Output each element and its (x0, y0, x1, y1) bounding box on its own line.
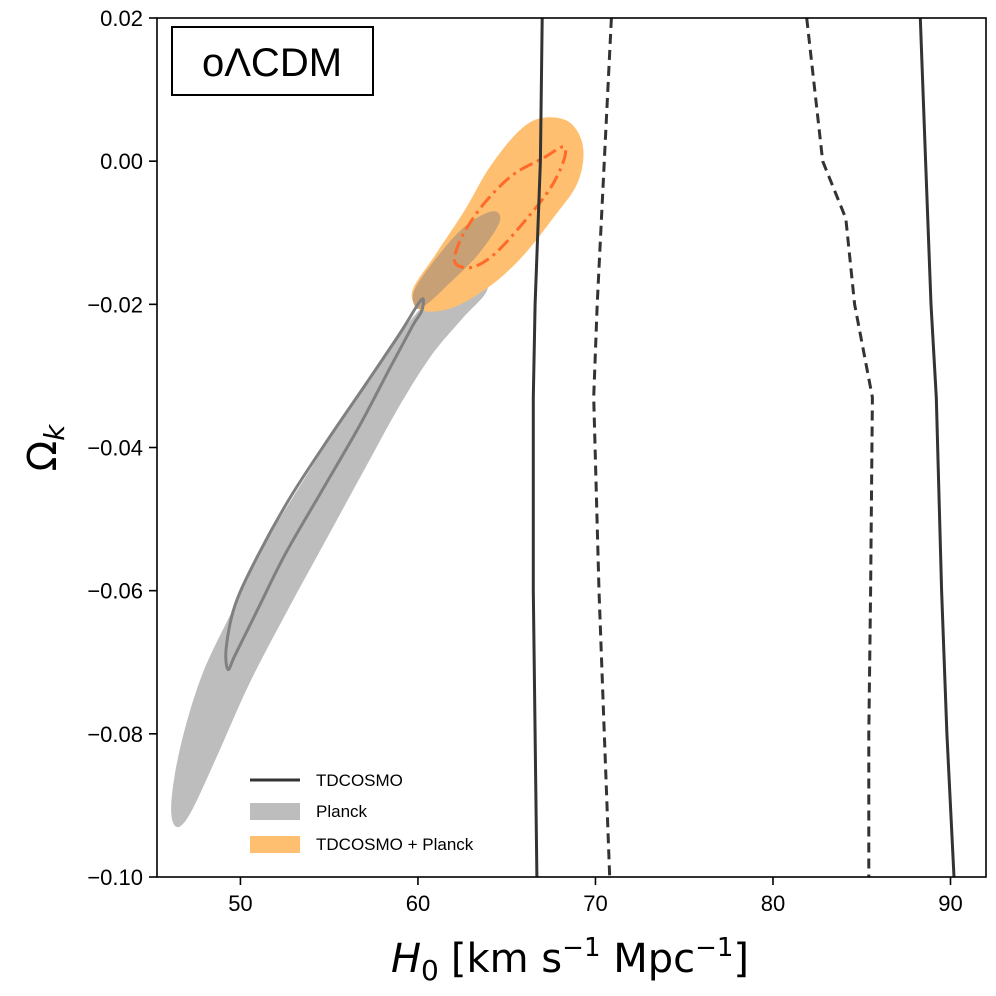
y-tick-label: −0.02 (87, 292, 143, 317)
model-label: oΛCDM (202, 41, 342, 85)
y-axis-label-symbol: Ω (20, 441, 66, 472)
y-tick-label: −0.10 (87, 865, 143, 890)
x-tick-label: 90 (938, 891, 962, 916)
legend: TDCOSMO Planck TDCOSMO + Planck (250, 771, 474, 854)
series-tdcosmo-68-left (531, 18, 544, 877)
x-axis-label-units-mid: Mpc (600, 936, 695, 982)
x-tick-label: 70 (583, 891, 607, 916)
legend-swatch-planck (250, 803, 300, 820)
y-tick-label: −0.04 (87, 436, 143, 461)
x-tick-label: 50 (228, 891, 252, 916)
model-label-box: oΛCDM (171, 26, 374, 96)
x-axis-label-exp1: −1 (562, 933, 600, 963)
y-tick-label: −0.08 (87, 722, 143, 747)
x-axis-label-units-end: ] (733, 936, 749, 982)
y-tick-label: −0.06 (87, 579, 143, 604)
y-tick-label: 0.00 (100, 149, 143, 174)
series-tdcosmo-95-right (805, 18, 874, 877)
x-axis-label-units: [km s (451, 936, 562, 982)
legend-label-combined: TDCOSMO + Planck (316, 835, 474, 854)
legend-swatch-combined (250, 836, 300, 853)
y-axis-ticks: 0.02 0.00 −0.02 −0.04 −0.06 −0.08 −0.10 (87, 6, 157, 890)
x-axis-ticks: 50 60 70 80 90 (228, 877, 963, 916)
y-axis-label-subscript: k (38, 423, 71, 441)
x-axis-label: H0 [km s−1 Mpc−1] (391, 933, 749, 987)
series-tdcosmo-planck-68 (452, 145, 568, 270)
x-axis-label-subscript: 0 (421, 954, 439, 987)
series-overlap (412, 211, 501, 309)
series-layer (171, 18, 956, 877)
series-tdcosmo-68-right (918, 18, 956, 877)
x-axis-label-exp2: −1 (695, 933, 733, 963)
model-label-frame (171, 26, 374, 96)
x-tick-label: 80 (761, 891, 785, 916)
series-planck-95 (171, 268, 489, 828)
y-tick-label: 0.02 (100, 6, 143, 31)
x-tick-label: 60 (406, 891, 430, 916)
legend-label-tdcosmo: TDCOSMO (316, 771, 403, 790)
legend-label-planck: Planck (316, 802, 368, 821)
series-planck-68 (224, 297, 426, 672)
x-axis-label-symbol: H (391, 936, 421, 982)
y-axis-label: Ωk (20, 423, 71, 472)
